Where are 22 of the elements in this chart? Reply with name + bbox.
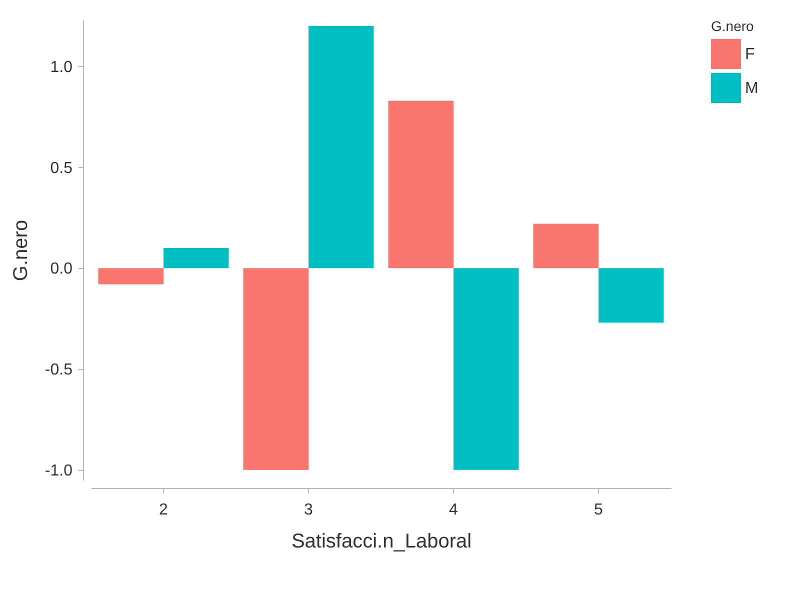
legend-label: M bbox=[745, 80, 758, 97]
bar bbox=[598, 268, 664, 323]
bar bbox=[164, 248, 229, 268]
x-tick-label: 3 bbox=[304, 502, 314, 518]
y-tick-label: -0.5 bbox=[44, 362, 73, 379]
bar bbox=[388, 100, 454, 268]
bar bbox=[454, 268, 519, 470]
bar bbox=[533, 224, 598, 268]
y-tick-label: 0.0 bbox=[50, 260, 73, 278]
x-axis-title: Satisfacci.n_Laboral bbox=[291, 530, 472, 552]
x-tick-label: 4 bbox=[449, 502, 458, 518]
y-tick-label: 1.0 bbox=[50, 58, 73, 76]
y-tick-label: -1.0 bbox=[44, 462, 73, 480]
y-axis-title: G.nero bbox=[10, 220, 32, 282]
bar bbox=[98, 268, 164, 284]
x-tick-label: 5 bbox=[594, 502, 604, 518]
y-tick-label: 0.5 bbox=[50, 160, 73, 177]
x-tick-label: 2 bbox=[159, 502, 168, 518]
bar bbox=[243, 268, 308, 470]
legend-title: G.nero bbox=[711, 18, 754, 34]
bar bbox=[308, 26, 374, 268]
legend-label: F bbox=[745, 46, 755, 63]
